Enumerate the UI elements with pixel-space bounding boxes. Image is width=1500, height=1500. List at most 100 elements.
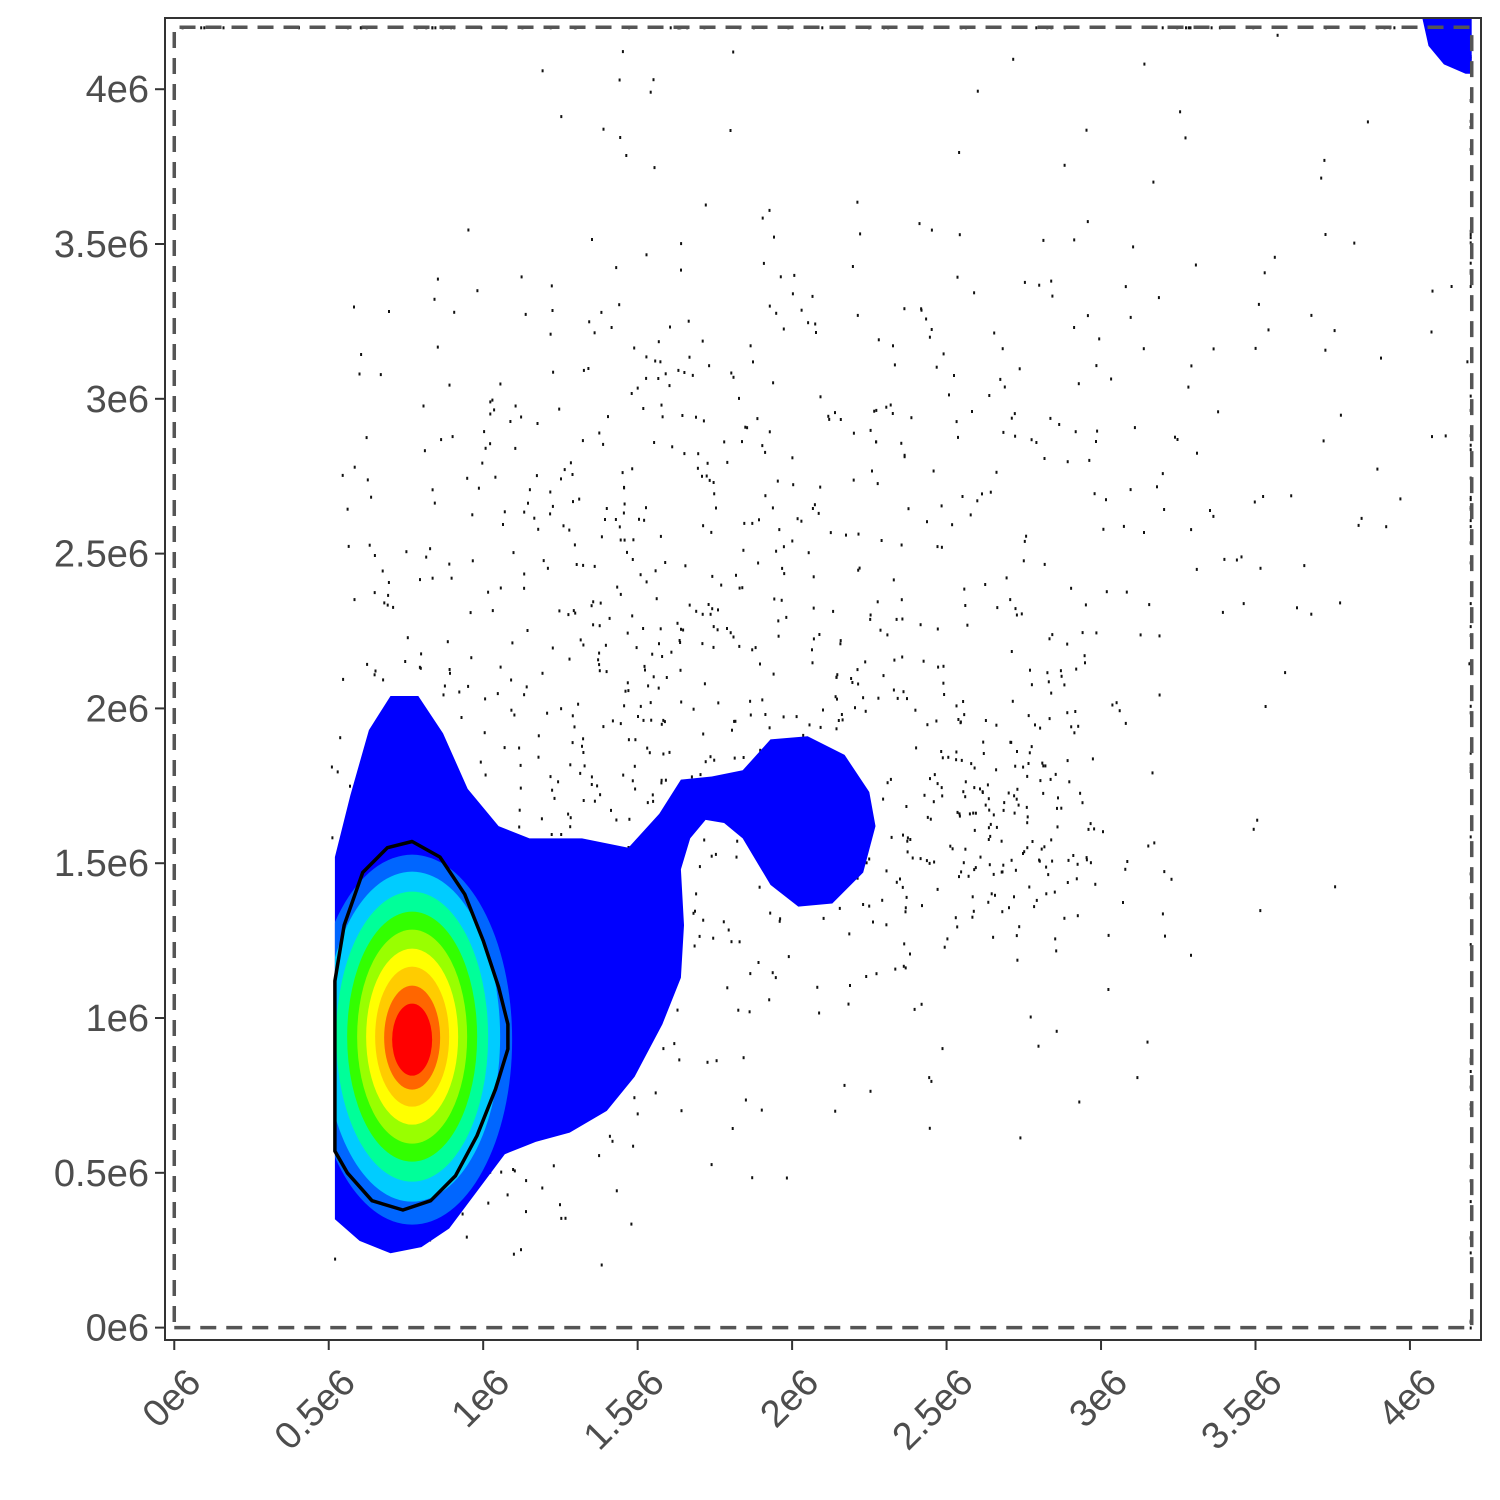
event-point xyxy=(1095,440,1097,443)
event-point xyxy=(707,603,710,606)
event-point xyxy=(761,698,764,702)
event-point xyxy=(1133,426,1136,430)
event-point xyxy=(828,417,831,421)
event-point xyxy=(1466,360,1469,364)
event-point xyxy=(1252,827,1255,831)
event-point xyxy=(1013,811,1016,815)
event-point xyxy=(852,431,855,435)
event-point xyxy=(569,763,572,767)
x-tick-label: 2.5e6 xyxy=(885,1361,982,1458)
event-point xyxy=(848,932,851,936)
event-point xyxy=(655,597,658,601)
event-point xyxy=(1444,434,1447,438)
event-point xyxy=(731,1127,734,1130)
event-point xyxy=(955,758,958,762)
event-point xyxy=(871,469,873,473)
event-point xyxy=(450,576,453,580)
event-point xyxy=(778,919,781,923)
event-point xyxy=(659,534,662,538)
event-point xyxy=(708,364,711,368)
event-point xyxy=(754,646,757,650)
event-point xyxy=(358,372,361,376)
event-point xyxy=(953,374,955,377)
event-point xyxy=(963,713,966,717)
event-point xyxy=(1431,435,1433,439)
event-point xyxy=(1053,890,1056,894)
event-point xyxy=(928,1076,931,1080)
event-point xyxy=(1118,709,1121,713)
event-point xyxy=(578,497,581,501)
event-point xyxy=(914,708,917,712)
event-point xyxy=(772,672,775,676)
event-point xyxy=(1039,726,1042,730)
event-point xyxy=(935,365,938,369)
event-point xyxy=(973,828,976,832)
event-point xyxy=(882,797,885,801)
event-point xyxy=(684,564,687,568)
event-point xyxy=(955,704,958,708)
event-point xyxy=(518,746,521,750)
event-point xyxy=(948,393,950,397)
event-point xyxy=(582,751,585,754)
event-point xyxy=(653,166,656,170)
event-point xyxy=(955,750,958,754)
event-point xyxy=(1077,382,1080,386)
event-point xyxy=(892,578,895,582)
event-point xyxy=(701,474,703,478)
event-point xyxy=(936,782,939,786)
event-point xyxy=(695,415,697,419)
event-point xyxy=(1259,566,1262,570)
event-point xyxy=(834,411,836,415)
event-point xyxy=(541,69,544,73)
event-point xyxy=(571,741,574,745)
event-point xyxy=(1296,606,1298,610)
event-point xyxy=(872,920,874,924)
event-point xyxy=(869,613,872,617)
event-point xyxy=(1469,525,1472,529)
event-point xyxy=(836,673,839,677)
event-point xyxy=(962,790,965,794)
event-point xyxy=(577,702,580,706)
event-point xyxy=(429,547,432,551)
event-point xyxy=(946,937,949,941)
event-point xyxy=(615,818,618,822)
event-point xyxy=(659,627,662,631)
event-point xyxy=(1139,633,1142,637)
event-point xyxy=(1256,818,1259,822)
event-point xyxy=(973,868,976,872)
event-point xyxy=(1029,668,1031,672)
event-point xyxy=(764,494,767,498)
event-point xyxy=(776,479,779,483)
event-point xyxy=(1469,233,1472,236)
event-point xyxy=(673,1042,676,1046)
event-point xyxy=(688,603,691,607)
event-point xyxy=(1016,958,1019,962)
y-tick-label: 3.5e6 xyxy=(54,224,149,266)
y-tick-label: 1e6 xyxy=(86,998,149,1040)
event-point xyxy=(1276,33,1279,37)
event-point xyxy=(583,764,586,768)
event-point xyxy=(791,292,794,296)
event-point xyxy=(940,504,943,508)
event-point xyxy=(768,726,771,730)
event-point xyxy=(1469,835,1472,839)
event-point xyxy=(526,629,529,632)
event-point xyxy=(964,604,967,607)
event-point xyxy=(668,384,671,388)
event-point xyxy=(1142,347,1145,351)
event-point xyxy=(1122,524,1125,528)
event-point xyxy=(1037,1044,1040,1048)
event-point xyxy=(1070,725,1073,729)
event-point xyxy=(476,289,479,293)
event-point xyxy=(1043,562,1046,566)
event-point xyxy=(550,833,553,836)
event-point xyxy=(838,906,841,910)
y-tick-label: 0.5e6 xyxy=(54,1153,149,1195)
event-point xyxy=(865,975,868,978)
x-axis: 0e6 0.5e6 1e6 1.5e6 2e6 2.5e6 3e6 3.5e6 4e6 xyxy=(135,1340,1445,1458)
event-point xyxy=(777,619,780,623)
event-point xyxy=(926,520,928,524)
event-point xyxy=(645,355,648,359)
event-point xyxy=(817,511,820,515)
event-point xyxy=(1469,443,1472,447)
